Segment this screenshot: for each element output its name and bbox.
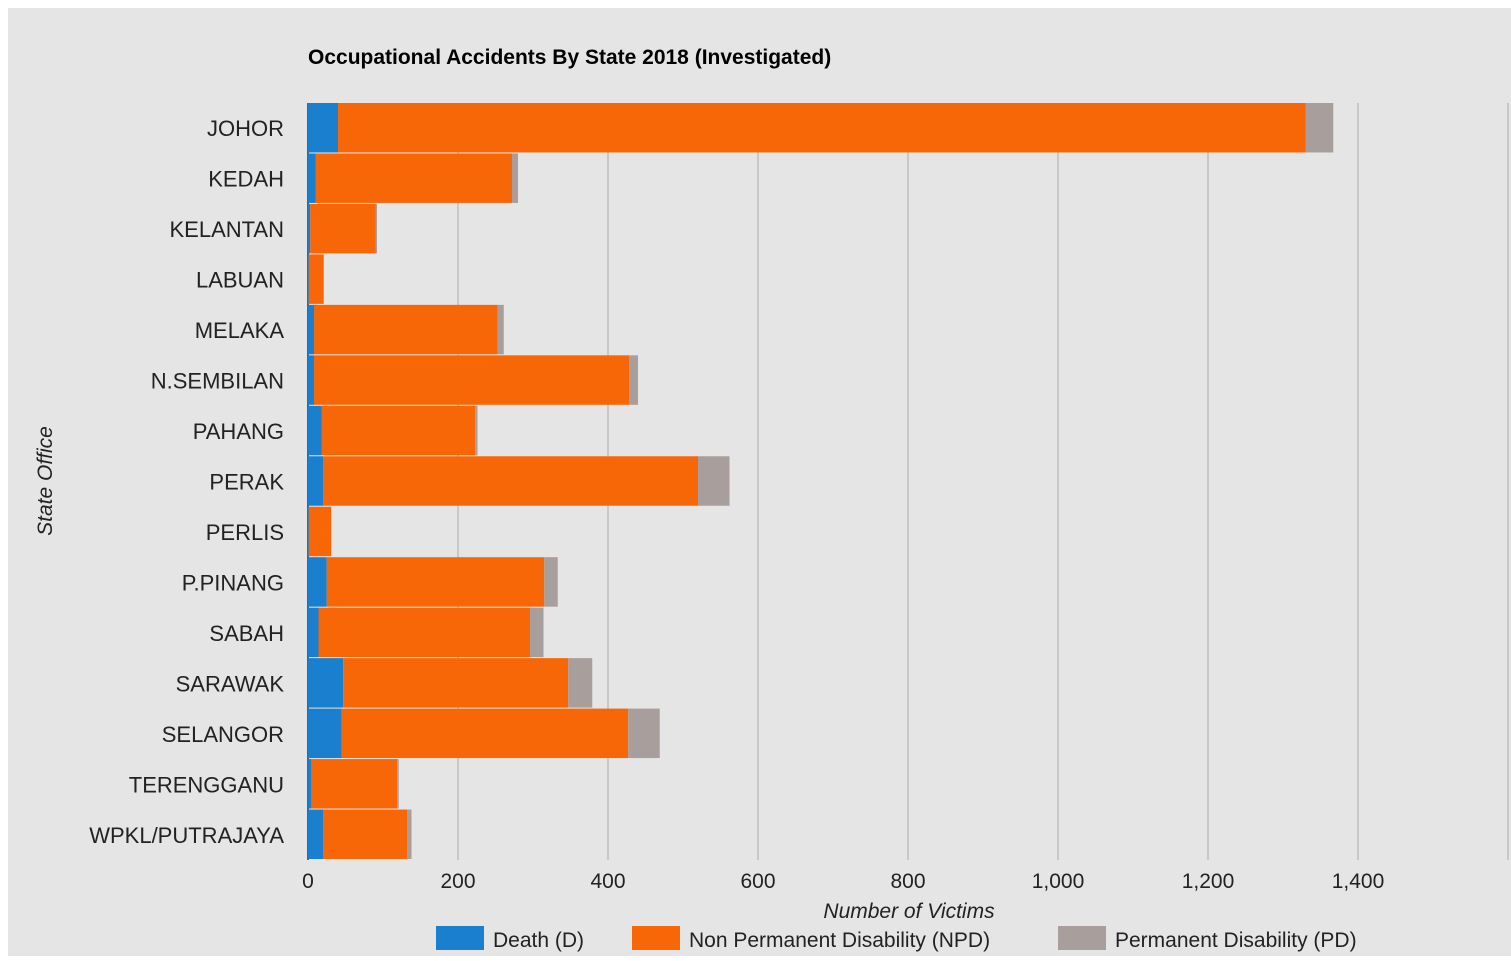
category-label: PERLIS <box>206 520 284 545</box>
bar-n-sembilan-series-1 <box>314 355 629 405</box>
legend: Death (D) Non Permanent Disability (NPD) P… <box>436 926 1357 952</box>
category-label: TERENGGANU <box>129 772 284 797</box>
bar-p-pinang-series-1 <box>326 557 545 607</box>
bar-melaka-series-2 <box>497 304 504 355</box>
bar-labuan-series-0 <box>308 254 309 304</box>
bars <box>308 103 1334 859</box>
category-label: KELANTAN <box>169 217 284 242</box>
bar-perlis-series-0 <box>308 506 309 557</box>
bar-perak-series-0 <box>308 456 323 506</box>
bar-pahang-series-1 <box>321 405 476 456</box>
category-label: JOHOR <box>207 116 284 141</box>
bar-kelantan-series-0 <box>308 203 311 254</box>
bar-kedah-series-1 <box>315 153 512 203</box>
bar-sarawak-series-0 <box>308 658 344 708</box>
bar-n-sembilan-series-2 <box>629 355 638 405</box>
legend-label: Permanent Disability (PD) <box>1115 929 1357 952</box>
bar-kelantan-series-1 <box>310 203 376 254</box>
category-label: MELAKA <box>195 318 285 343</box>
chart-title: Occupational Accidents By State 2018 (In… <box>308 46 831 69</box>
bar-selangor-series-2 <box>628 708 660 759</box>
bar-terengganu-series-1 <box>311 759 398 809</box>
bar-n-sembilan-series-0 <box>308 355 314 405</box>
category-label: SELANGOR <box>162 722 284 747</box>
bar-terengganu-series-0 <box>308 759 311 809</box>
bar-melaka-series-0 <box>308 304 314 355</box>
legend-label: Non Permanent Disability (NPD) <box>689 929 990 952</box>
legend-swatch <box>632 926 680 950</box>
legend-swatch <box>436 926 484 950</box>
legend-label: Death (D) <box>493 929 584 952</box>
category-label: WPKL/PUTRAJAYA <box>89 823 284 848</box>
bar-kedah-series-2 <box>512 153 518 203</box>
category-label: SABAH <box>209 621 284 646</box>
chart-background <box>8 8 1511 956</box>
bar-kedah-series-0 <box>308 153 316 203</box>
legend-swatch <box>1058 926 1106 950</box>
bar-johor-series-1 <box>338 103 1306 153</box>
bar-labuan-series-1 <box>308 254 324 304</box>
x-tick-label: 200 <box>440 870 475 893</box>
category-labels: JOHOR KEDAH KELANTAN LABUAN MELAKA N.SEMBILAN… <box>89 116 284 848</box>
bar-perak-series-2 <box>698 456 730 506</box>
x-tick-labels: 0 200 400 600 800 1,000 1,200 1,400 <box>302 870 1384 893</box>
bar-selangor-series-1 <box>341 708 629 759</box>
bar-pahang-series-0 <box>308 405 322 456</box>
bar-melaka-series-1 <box>314 304 498 355</box>
x-axis-title: Number of Victims <box>823 900 995 923</box>
bar-terengganu-series-2 <box>397 759 399 809</box>
x-tick-label: 800 <box>890 870 925 893</box>
category-label: LABUAN <box>196 268 284 293</box>
bar-johor-series-0 <box>308 103 338 153</box>
bar-selangor-series-0 <box>308 708 342 759</box>
bar-johor-series-2 <box>1305 103 1334 153</box>
x-tick-label: 400 <box>590 870 625 893</box>
category-label: PERAK <box>209 470 284 495</box>
category-label: SARAWAK <box>176 671 285 696</box>
category-label: N.SEMBILAN <box>151 369 284 394</box>
bar-p-pinang-series-0 <box>308 557 327 607</box>
bar-sabah-series-2 <box>530 607 544 658</box>
bar-sarawak-series-2 <box>568 658 593 708</box>
bar-wpkl-putrajaya-series-1 <box>323 809 407 859</box>
bar-sabah-series-0 <box>308 607 319 658</box>
category-label: P.PINANG <box>182 570 284 595</box>
x-tick-label: 1,400 <box>1332 870 1385 893</box>
x-tick-label: 1,000 <box>1032 870 1085 893</box>
bar-sarawak-series-1 <box>343 658 569 708</box>
bar-perak-series-1 <box>323 456 698 506</box>
bar-kelantan-series-2 <box>375 203 377 254</box>
bar-wpkl-putrajaya-series-0 <box>308 809 323 859</box>
x-tick-label: 0 <box>302 870 314 893</box>
category-label: KEDAH <box>208 167 284 192</box>
x-tick-label: 600 <box>740 870 775 893</box>
y-axis-title: State Office <box>34 426 57 536</box>
bar-perlis-series-1 <box>308 506 332 557</box>
category-label: PAHANG <box>193 419 284 444</box>
bar-sabah-series-1 <box>318 607 530 658</box>
bar-wpkl-putrajaya-series-2 <box>407 809 412 859</box>
x-tick-label: 1,200 <box>1182 870 1235 893</box>
bar-pahang-series-2 <box>475 405 478 456</box>
bar-p-pinang-series-2 <box>544 557 558 607</box>
